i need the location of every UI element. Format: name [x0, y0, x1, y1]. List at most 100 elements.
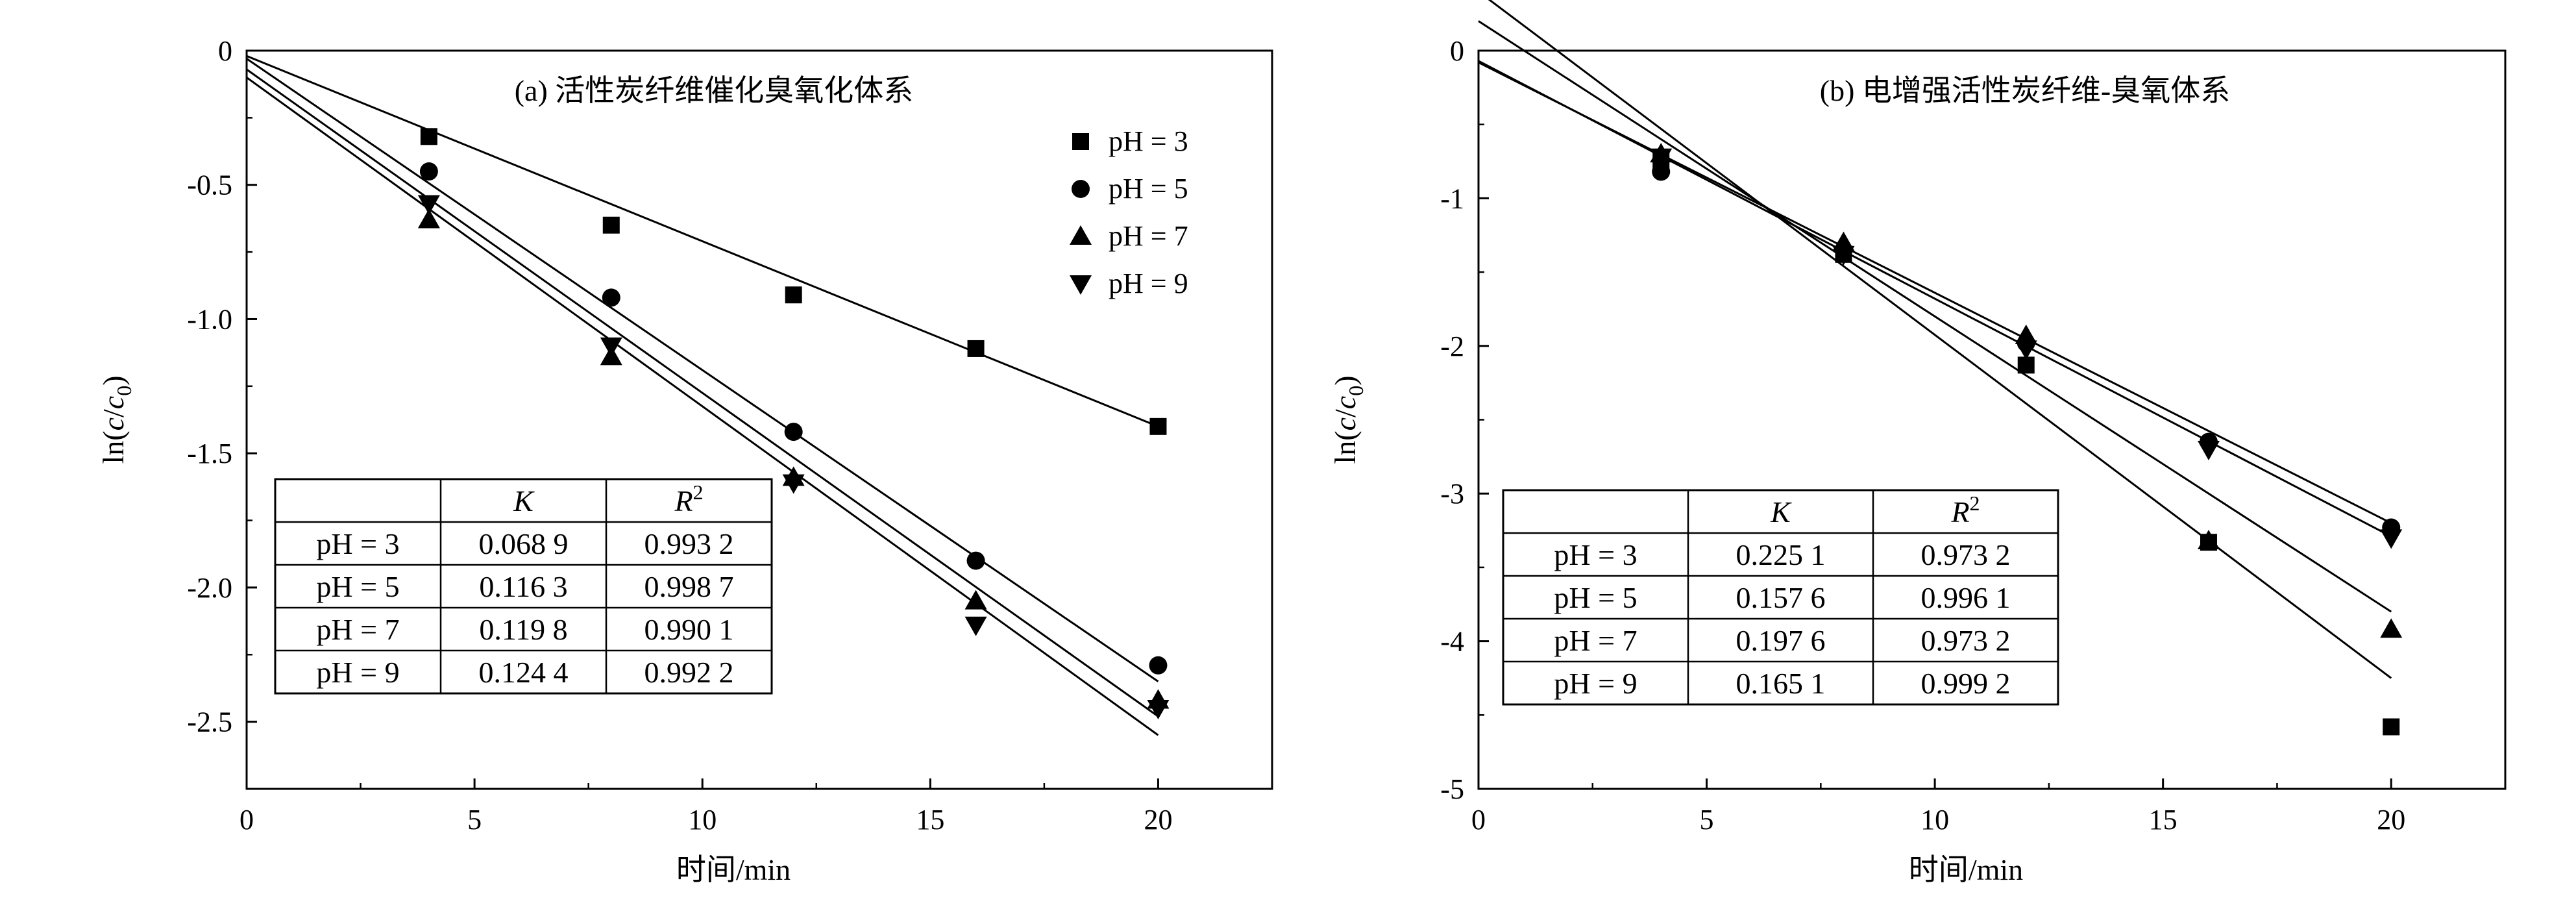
- y-axis-title-part: c: [97, 417, 130, 430]
- y-tick-label: -2.5: [187, 706, 232, 738]
- table-header-r2: R2: [674, 480, 703, 517]
- y-axis-title-part: c: [1329, 417, 1362, 430]
- legend-label: pH = 9: [1109, 267, 1188, 299]
- data-point: [964, 616, 987, 636]
- y-axis-title-part: c: [1329, 396, 1362, 409]
- data-point: [782, 474, 805, 494]
- table-cell: pH = 3: [1554, 538, 1637, 571]
- chart-panel-a: 0 5 10 15 200-0.5-1.0-1.5-2.0-2.5时间/minln(c/…: [97, 35, 1273, 886]
- table-cell: 0.973 2: [1921, 538, 2011, 571]
- data-point: [1652, 162, 1671, 181]
- legend-label: pH = 3: [1109, 125, 1188, 157]
- table-header-r2-base: R: [674, 484, 693, 517]
- data-point: [967, 340, 985, 357]
- y-tick-label: -4: [1440, 626, 1464, 658]
- legend-marker: [1072, 180, 1090, 198]
- fit-line: [246, 58, 1159, 682]
- data-point: [1832, 245, 1855, 266]
- data-point: [1147, 699, 1170, 719]
- legend-marker: [1070, 275, 1092, 295]
- fit-line: [246, 68, 1159, 717]
- x-tick-label: 15: [916, 804, 944, 836]
- y-axis-title-part: 0: [1344, 386, 1368, 396]
- panel-title: (a) 活性炭纤维催化臭氧化体系: [515, 74, 914, 107]
- table-cell: pH = 9: [1554, 667, 1637, 700]
- table-cell: 0.225 1: [1736, 538, 1826, 571]
- x-tick-label: 15: [2149, 804, 2177, 836]
- table-header-k: K: [513, 484, 535, 517]
- table-header-r2: R2: [1950, 491, 1980, 528]
- fit-line: [1478, 60, 2392, 538]
- fit-line: [246, 77, 1159, 736]
- y-tick-label: -3: [1440, 478, 1464, 510]
- table-cell: 0.197 6: [1736, 624, 1826, 657]
- data-point: [2197, 529, 2220, 549]
- data-point: [785, 286, 802, 304]
- data-point: [420, 128, 437, 145]
- y-tick-label: -2: [1440, 330, 1464, 362]
- x-tick-label: 0: [1471, 804, 1486, 836]
- y-tick-label: -1.5: [187, 438, 232, 469]
- table-cell: pH = 3: [316, 527, 399, 560]
- table-frame: [1502, 489, 2059, 706]
- data-point: [1149, 656, 1168, 675]
- table-header-r2-exp: 2: [693, 480, 704, 504]
- data-point: [2380, 529, 2403, 549]
- data-point: [2197, 440, 2220, 460]
- table-cell: 0.165 1: [1736, 667, 1826, 700]
- x-tick-label: 5: [467, 804, 482, 836]
- table-cell: pH = 5: [1554, 581, 1637, 614]
- table-cell: 0.116 3: [479, 570, 567, 603]
- data-point: [600, 337, 622, 357]
- table-cell: pH = 7: [316, 613, 399, 646]
- table-cell: pH = 9: [316, 656, 399, 689]
- fit-table: K R2 pH = 3 0.225 1 0.973 2 pH = 5 0.157 6 0.99…: [1502, 489, 2059, 706]
- y-axis-title-part: ): [97, 375, 130, 385]
- table-cell: 0.999 2: [1921, 667, 2011, 700]
- data-point: [964, 590, 987, 610]
- y-tick-label: 0: [218, 35, 232, 67]
- table-cell: 0.993 2: [644, 527, 734, 560]
- legend: pH = 3 pH = 5 pH = 7 pH = 9: [1070, 125, 1188, 299]
- data-point: [419, 162, 438, 181]
- table-cell: 0.157 6: [1736, 581, 1826, 614]
- data-point: [784, 423, 803, 441]
- y-tick-label: -0.5: [187, 169, 232, 201]
- x-axis-title: 时间/min: [676, 853, 791, 886]
- y-axis-title-part: ln(: [1329, 430, 1362, 464]
- table-cell: 0.998 7: [644, 570, 734, 603]
- table-cell: 0.992 2: [644, 656, 734, 689]
- series-3: [246, 77, 1170, 736]
- y-tick-label: -2.0: [187, 572, 232, 604]
- data-point: [966, 551, 985, 570]
- y-tick-label: -1: [1440, 182, 1464, 214]
- data-point: [2383, 718, 2400, 736]
- panel-title: (b) 电增强活性炭纤维-臭氧体系: [1820, 74, 2230, 107]
- table-cell: pH = 5: [316, 570, 399, 603]
- legend-label: pH = 5: [1109, 173, 1188, 205]
- table-frame: [274, 478, 773, 695]
- fit-line: [1488, 0, 2392, 679]
- y-axis-title: ln(c/c0): [97, 375, 136, 464]
- table-cell: 0.990 1: [644, 613, 734, 646]
- y-tick-label: -1.0: [187, 303, 232, 335]
- x-tick-label: 0: [239, 804, 254, 836]
- x-tick-label: 20: [2377, 804, 2405, 836]
- data-point: [2380, 618, 2403, 638]
- legend-marker: [1072, 133, 1089, 150]
- data-point: [2015, 340, 2037, 360]
- table-header-r2-exp: 2: [1970, 491, 1980, 515]
- table-cell: 0.124 4: [479, 656, 569, 689]
- data-point: [1149, 417, 1167, 435]
- data-point: [602, 216, 620, 234]
- fit-line: [1478, 20, 2392, 613]
- data-point: [2015, 324, 2037, 344]
- data-point: [602, 288, 620, 307]
- y-tick-label: -5: [1440, 773, 1464, 805]
- y-axis-title-part: /: [97, 409, 130, 417]
- legend-marker: [1070, 225, 1092, 245]
- table-cell: 0.119 8: [479, 613, 567, 646]
- table-header-r2-base: R: [1950, 495, 1969, 528]
- legend-label: pH = 7: [1109, 220, 1188, 252]
